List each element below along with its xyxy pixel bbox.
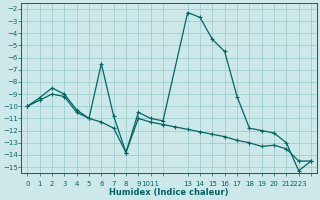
X-axis label: Humidex (Indice chaleur): Humidex (Indice chaleur): [109, 188, 229, 197]
